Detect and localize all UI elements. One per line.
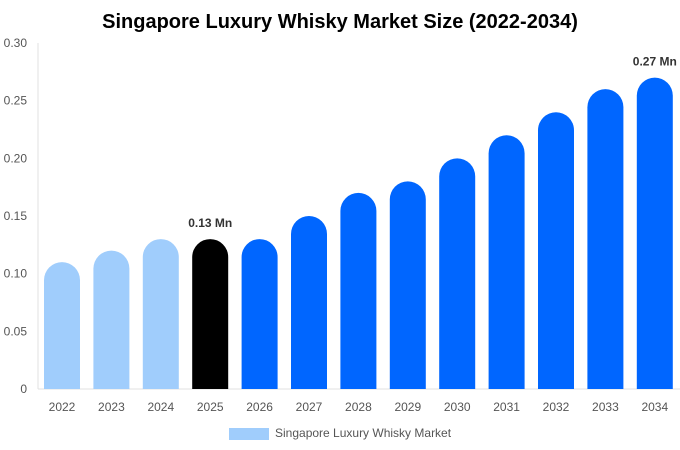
x-tick-label: 2027 bbox=[296, 400, 323, 414]
bar-2030[interactable] bbox=[439, 158, 476, 389]
y-tick-label: 0.30 bbox=[4, 36, 28, 50]
y-tick-label: 0.25 bbox=[4, 94, 28, 108]
data-label-2034: 0.27 Mn bbox=[633, 55, 677, 69]
x-tick-label: 2024 bbox=[147, 400, 174, 414]
x-tick-label: 2028 bbox=[345, 400, 372, 414]
x-tick-label: 2031 bbox=[493, 400, 520, 414]
x-tick-label: 2030 bbox=[444, 400, 471, 414]
x-tick-label: 2033 bbox=[592, 400, 619, 414]
data-label-2025: 0.13 Mn bbox=[188, 216, 232, 230]
y-tick-label: 0.15 bbox=[4, 209, 28, 223]
bar-2023[interactable] bbox=[93, 250, 130, 389]
y-tick-label: 0.20 bbox=[4, 151, 28, 165]
bar-2024[interactable] bbox=[142, 239, 179, 389]
x-tick-label: 2034 bbox=[641, 400, 668, 414]
x-tick-label: 2025 bbox=[197, 400, 224, 414]
bar-2033[interactable] bbox=[587, 89, 624, 389]
x-tick-label: 2022 bbox=[49, 400, 76, 414]
y-tick-label: 0.10 bbox=[4, 267, 28, 281]
bar-2029[interactable] bbox=[389, 181, 426, 389]
x-tick-label: 2026 bbox=[246, 400, 273, 414]
bar-2028[interactable] bbox=[340, 192, 377, 389]
x-tick-label: 2029 bbox=[394, 400, 421, 414]
bar-2025[interactable] bbox=[192, 239, 229, 389]
bar-2032[interactable] bbox=[538, 112, 574, 389]
y-tick-label: 0 bbox=[20, 382, 27, 396]
bar-2034[interactable] bbox=[636, 77, 673, 389]
legend-swatch bbox=[229, 428, 269, 440]
legend-label[interactable]: Singapore Luxury Whisky Market bbox=[275, 426, 452, 440]
x-tick-label: 2032 bbox=[543, 400, 570, 414]
bar-2026[interactable] bbox=[241, 239, 278, 389]
bar-2031[interactable] bbox=[488, 135, 525, 389]
bar-2022[interactable] bbox=[44, 262, 80, 389]
y-tick-label: 0.05 bbox=[4, 324, 28, 338]
chart-title: Singapore Luxury Whisky Market Size (202… bbox=[102, 11, 578, 33]
bar-2027[interactable] bbox=[291, 216, 327, 389]
x-tick-label: 2023 bbox=[98, 400, 125, 414]
